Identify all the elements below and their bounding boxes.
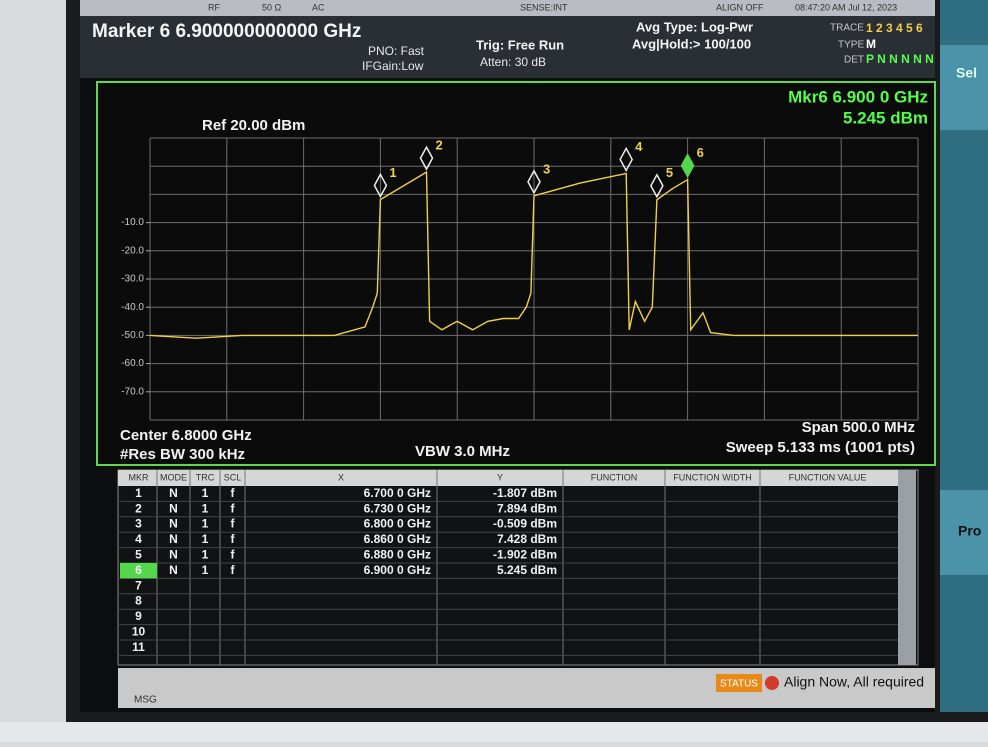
column-header: TRC: [196, 472, 215, 482]
avg-type: Avg Type: Log-Pwr: [636, 19, 753, 34]
column-header: FUNCTION: [591, 472, 638, 482]
pno: PNO: Fast: [368, 44, 425, 58]
type-label: TYPE: [838, 40, 864, 51]
marker-label: 2: [435, 138, 442, 153]
table-cell: 1: [202, 501, 209, 515]
table-cell: 4: [135, 532, 142, 546]
det-label: DET: [844, 55, 864, 66]
datetime: 08:47:20 AM Jul 12, 2023: [795, 2, 897, 12]
column-header: FUNCTION WIDTH: [673, 472, 752, 482]
table-cell: 6.730 0 GHz: [364, 501, 431, 515]
table-cell: 6.800 0 GHz: [364, 517, 431, 531]
avg-hold: Avg|Hold:> 100/100: [632, 36, 751, 51]
trig: Trig: Free Run: [476, 37, 564, 52]
column-header: X: [338, 472, 344, 482]
y-tick-label: -20.0: [121, 245, 144, 256]
y-tick-label: -70.0: [121, 386, 144, 397]
table-cell: 6.900 0 GHz: [364, 563, 431, 577]
y-tick-label: -50.0: [121, 330, 144, 341]
table-cell: N: [169, 563, 178, 577]
marker-label: 1: [389, 165, 396, 180]
marker-readout-level: 5.245 dBm: [843, 108, 928, 127]
table-cell: 1: [202, 517, 209, 531]
coupling: AC: [312, 2, 325, 12]
column-header: SCL: [224, 472, 242, 482]
table-cell: 6: [135, 563, 142, 577]
table-cell: 3: [135, 517, 142, 531]
y-tick-label: -40.0: [121, 302, 144, 313]
error-icon: [765, 676, 779, 690]
table-cell: 1: [202, 532, 209, 546]
table-cell: N: [169, 517, 178, 531]
trace-type: M: [866, 37, 876, 51]
rbw: #Res BW 300 kHz: [120, 446, 245, 463]
screen-photo: RF 50 Ω AC SENSE:INT ALIGN OFF 08:47:20 …: [0, 0, 988, 742]
table-cell: 8: [135, 594, 142, 608]
table-cell: 5: [135, 547, 142, 561]
scrollbar[interactable]: [898, 470, 916, 665]
table-cell: 11: [132, 640, 145, 654]
table-cell: N: [169, 486, 178, 500]
status-label[interactable]: STATUS: [720, 679, 758, 690]
table-cell: 10: [132, 624, 146, 638]
trace-label: TRACE: [830, 23, 864, 34]
table-cell: 1: [202, 486, 209, 500]
table-cell: 7.894 dBm: [497, 501, 557, 515]
marker-label: 5: [666, 165, 673, 180]
column-header: MKR: [129, 472, 150, 482]
table-cell: 1: [202, 547, 209, 561]
msg: MSG: [134, 695, 157, 706]
graph-panel: [97, 82, 935, 465]
softkey-label[interactable]: Sel: [956, 65, 977, 81]
marker-label: 6: [697, 145, 704, 160]
table-cell: 6.700 0 GHz: [364, 486, 431, 500]
table-cell: N: [169, 532, 178, 546]
ref-level: Ref 20.00 dBm: [202, 117, 305, 134]
table-cell: N: [169, 547, 178, 561]
sense: SENSE:INT: [520, 2, 568, 12]
marker-label: 4: [635, 139, 643, 154]
center-freq: Center 6.8000 GHz: [120, 427, 252, 444]
trace-list: 1 2 3 4 5 6: [866, 21, 923, 35]
softkey[interactable]: [940, 45, 988, 130]
page: {"header": {"rf": "RF", "impedance": "50…: [0, 0, 988, 742]
atten: Atten: 30 dB: [480, 55, 546, 69]
table-cell: -1.902 dBm: [493, 547, 557, 561]
status-message: Align Now, All required: [784, 674, 924, 690]
table-cell: 7.428 dBm: [497, 532, 557, 546]
marker-title: Marker 6 6.900000000000 GHz: [92, 21, 361, 42]
vbw: VBW 3.0 MHz: [415, 443, 510, 460]
table-cell: 1: [202, 563, 209, 577]
rf: RF: [208, 2, 220, 12]
table-cell: 2: [135, 501, 142, 515]
align: ALIGN OFF: [716, 2, 764, 12]
table-cell: 5.245 dBm: [497, 563, 557, 577]
table-cell: 1: [135, 486, 142, 500]
softkey-label[interactable]: Pro: [958, 523, 981, 539]
table-cell: -0.509 dBm: [493, 517, 557, 531]
marker-label: 3: [543, 161, 550, 176]
span: Span 500.0 MHz: [802, 419, 915, 436]
y-tick-label: -30.0: [121, 274, 144, 285]
column-header: Y: [497, 472, 503, 482]
y-tick-label: -60.0: [121, 358, 144, 369]
sweep: Sweep 5.133 ms (1001 pts): [726, 439, 915, 456]
impedance: 50 Ω: [262, 2, 282, 12]
desk: [0, 722, 988, 742]
ifgain: IFGain:Low: [362, 59, 424, 73]
marker-readout-freq: Mkr6 6.900 0 GHz: [788, 87, 928, 106]
table-cell: 6.860 0 GHz: [364, 532, 431, 546]
table-cell: 7: [135, 578, 142, 592]
table-cell: 9: [135, 609, 142, 623]
table-cell: N: [169, 501, 178, 515]
table-cell: -1.807 dBm: [493, 486, 557, 500]
table-cell: 6.880 0 GHz: [364, 547, 431, 561]
column-header: FUNCTION VALUE: [789, 472, 867, 482]
y-tick-label: -10.0: [121, 217, 144, 228]
column-header: MODE: [160, 472, 187, 482]
detector: P N N N N N: [866, 52, 934, 66]
